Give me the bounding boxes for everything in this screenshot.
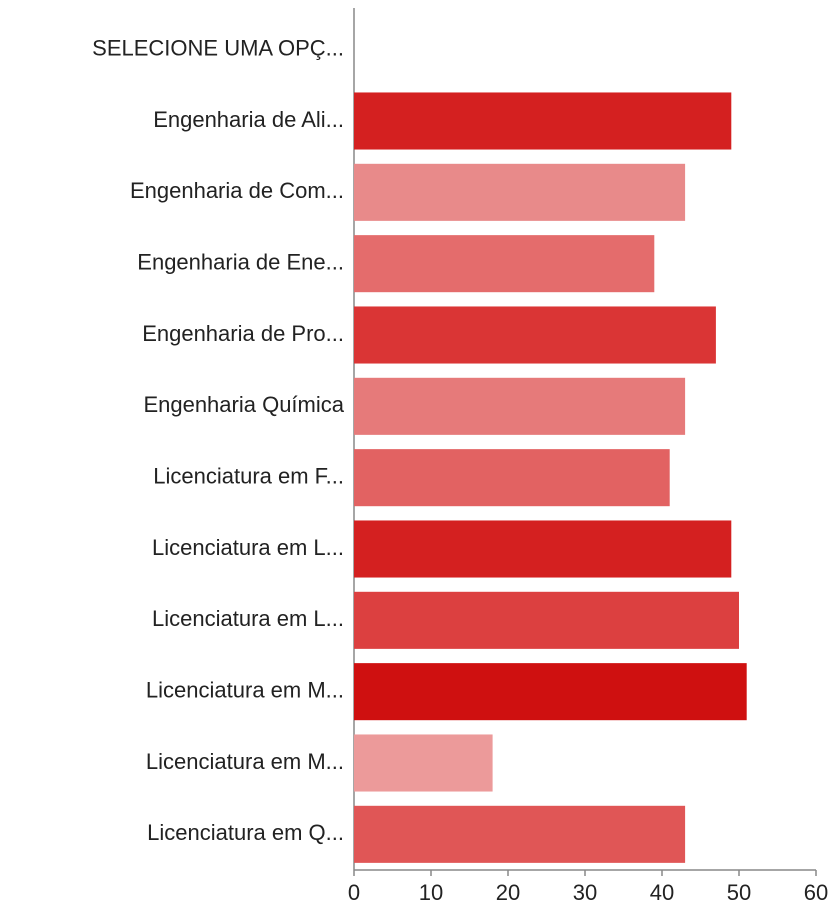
y-tick-label: Engenharia de Com... (130, 178, 344, 203)
y-tick-label: Licenciatura em Q... (147, 820, 344, 845)
y-tick-label: SELECIONE UMA OPÇ... (92, 35, 344, 60)
bar (354, 449, 670, 507)
x-tick-label: 10 (419, 880, 443, 905)
bar (354, 306, 716, 364)
y-tick-label: Licenciatura em F... (153, 463, 344, 488)
bar (354, 235, 655, 293)
bar (354, 663, 747, 721)
y-tick-label: Engenharia Química (143, 392, 344, 417)
y-tick-label: Licenciatura em L... (152, 535, 344, 560)
x-tick-label: 40 (650, 880, 674, 905)
bar (354, 520, 732, 578)
x-tick-label: 30 (573, 880, 597, 905)
y-tick-label: Licenciatura em L... (152, 606, 344, 631)
bar (354, 92, 732, 150)
bar (354, 377, 686, 435)
y-tick-label: Licenciatura em M... (146, 677, 344, 702)
bar (354, 163, 686, 221)
bar (354, 805, 686, 863)
bar (354, 591, 739, 649)
y-tick-label: Licenciatura em M... (146, 749, 344, 774)
y-tick-label: Engenharia de Ene... (137, 249, 344, 274)
x-tick-label: 60 (804, 880, 828, 905)
x-tick-label: 0 (348, 880, 360, 905)
y-tick-label: Engenharia de Pro... (142, 321, 344, 346)
bar (354, 734, 493, 792)
x-tick-label: 20 (496, 880, 520, 905)
x-tick-label: 50 (727, 880, 751, 905)
y-tick-label: Engenharia de Ali... (153, 107, 344, 132)
